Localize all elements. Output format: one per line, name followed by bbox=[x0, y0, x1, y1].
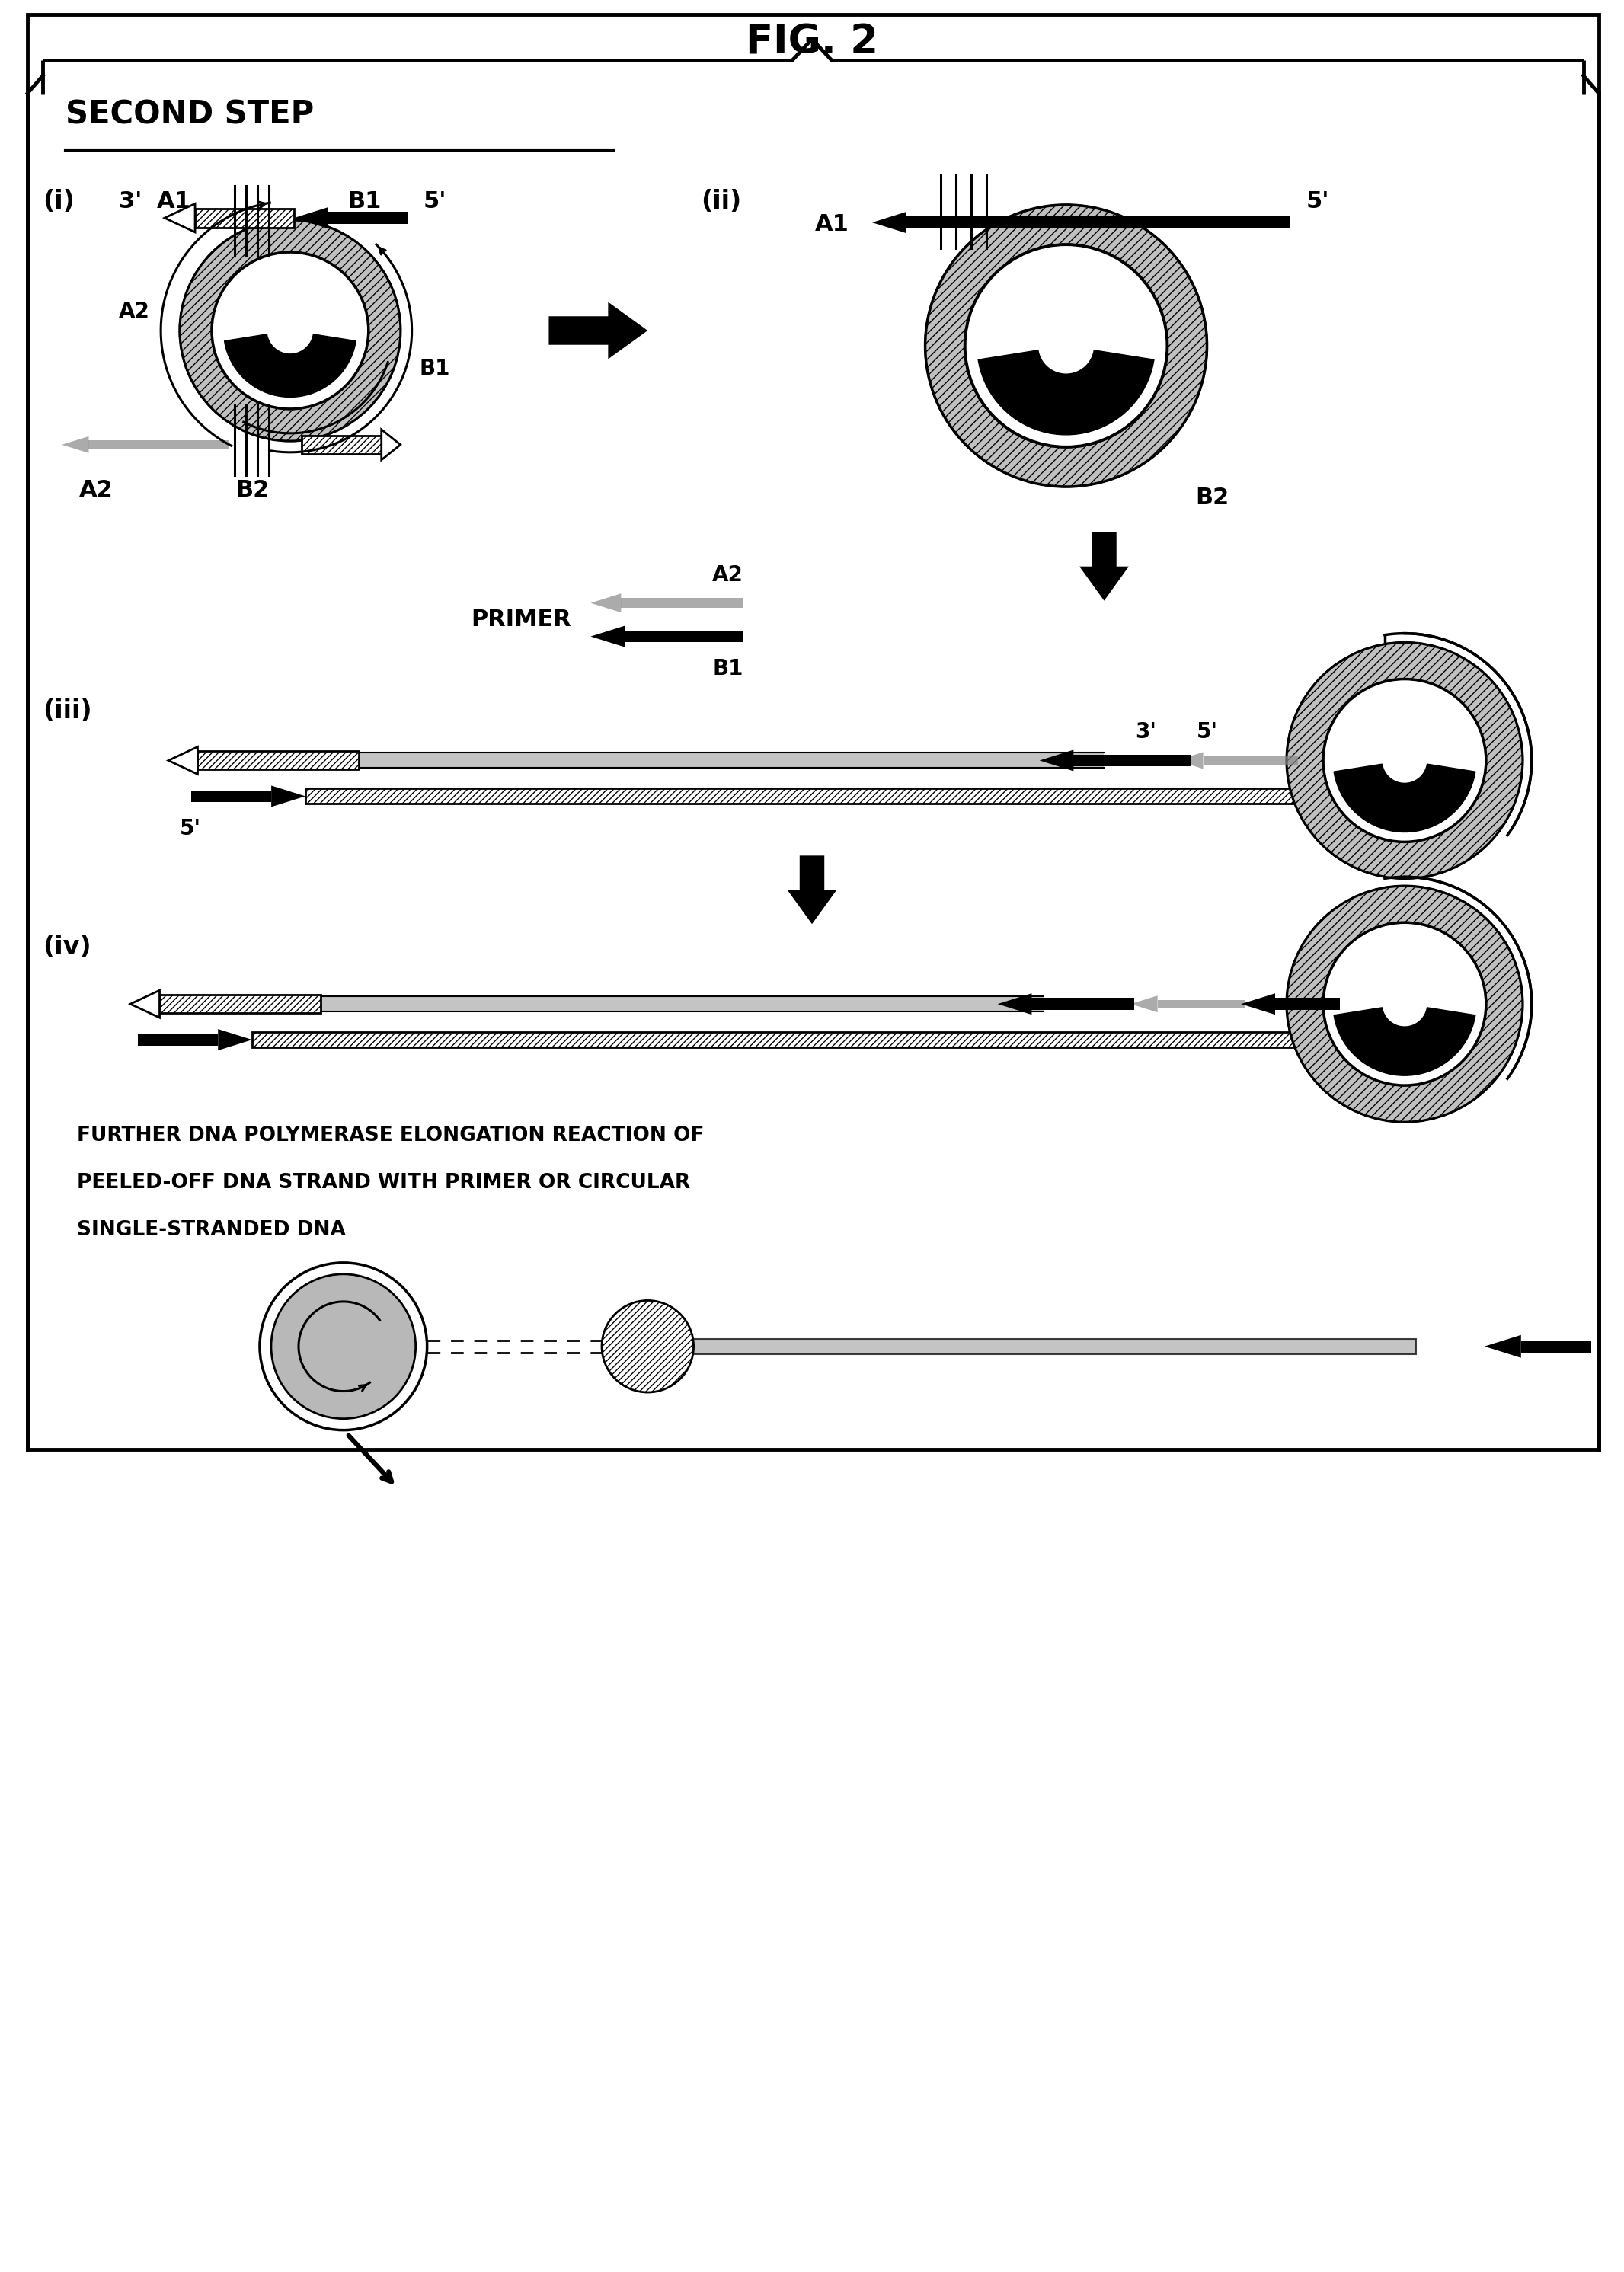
Bar bbox=[302, 436, 382, 454]
Circle shape bbox=[965, 245, 1168, 448]
Text: A1: A1 bbox=[815, 214, 849, 234]
Text: SECOND STEP: SECOND STEP bbox=[65, 98, 313, 130]
Bar bbox=[198, 752, 359, 770]
Bar bbox=[89, 441, 229, 450]
Bar bbox=[320, 997, 1043, 1011]
Wedge shape bbox=[926, 204, 1207, 486]
Circle shape bbox=[1324, 679, 1486, 843]
Bar bbox=[1522, 1340, 1592, 1352]
Bar bbox=[195, 209, 294, 227]
Text: 5': 5' bbox=[1306, 191, 1328, 211]
Bar bbox=[1158, 1000, 1246, 1009]
Text: (iii): (iii) bbox=[42, 698, 93, 722]
Bar bbox=[1031, 997, 1135, 1009]
Text: 5': 5' bbox=[1197, 722, 1218, 743]
Bar bbox=[1275, 997, 1340, 1009]
Text: A2: A2 bbox=[713, 563, 744, 586]
Bar bbox=[328, 211, 408, 223]
Bar bbox=[138, 1034, 218, 1045]
Circle shape bbox=[211, 252, 369, 409]
Circle shape bbox=[271, 1275, 416, 1418]
Polygon shape bbox=[1333, 763, 1475, 832]
Polygon shape bbox=[591, 625, 625, 648]
Bar bbox=[252, 1031, 1354, 1047]
Text: 3': 3' bbox=[1379, 732, 1397, 750]
Text: (ii): (ii) bbox=[702, 189, 742, 214]
Bar bbox=[192, 791, 271, 802]
Wedge shape bbox=[1286, 643, 1523, 879]
Text: B1: B1 bbox=[419, 359, 450, 379]
Text: PEELED-OFF DNA STRAND WITH PRIMER OR CIRCULAR: PEELED-OFF DNA STRAND WITH PRIMER OR CIR… bbox=[76, 1172, 690, 1193]
Bar bbox=[906, 216, 1291, 229]
Polygon shape bbox=[169, 747, 198, 775]
Polygon shape bbox=[549, 302, 648, 359]
Text: (iv): (iv) bbox=[42, 934, 91, 959]
Polygon shape bbox=[62, 436, 89, 452]
Text: B2: B2 bbox=[1195, 486, 1229, 509]
Polygon shape bbox=[1333, 1006, 1475, 1075]
Text: FURTHER DNA POLYMERASE ELONGATION REACTION OF: FURTHER DNA POLYMERASE ELONGATION REACTI… bbox=[76, 1125, 705, 1145]
Bar bbox=[359, 752, 1104, 768]
Text: FIG. 2: FIG. 2 bbox=[745, 23, 879, 61]
Bar bbox=[620, 598, 742, 607]
Polygon shape bbox=[872, 211, 906, 234]
Text: 5': 5' bbox=[424, 191, 447, 211]
Polygon shape bbox=[1080, 532, 1129, 600]
Circle shape bbox=[1324, 922, 1486, 1086]
Text: B2: B2 bbox=[235, 479, 270, 502]
Polygon shape bbox=[997, 993, 1031, 1016]
Text: A1: A1 bbox=[158, 191, 192, 211]
Wedge shape bbox=[1286, 886, 1523, 1122]
Text: B1: B1 bbox=[713, 659, 744, 679]
Text: PRIMER: PRIMER bbox=[471, 609, 572, 632]
Text: (i): (i) bbox=[42, 189, 75, 214]
Bar bbox=[1073, 754, 1192, 766]
Polygon shape bbox=[788, 857, 836, 925]
Bar bbox=[1337, 1000, 1363, 1009]
Text: B1: B1 bbox=[348, 191, 382, 211]
Polygon shape bbox=[1176, 752, 1203, 768]
Polygon shape bbox=[164, 204, 195, 232]
Wedge shape bbox=[180, 220, 401, 441]
Polygon shape bbox=[294, 207, 328, 229]
Polygon shape bbox=[218, 1029, 252, 1050]
Text: A2: A2 bbox=[80, 479, 114, 502]
Text: 5': 5' bbox=[180, 818, 201, 841]
Polygon shape bbox=[591, 593, 620, 613]
Polygon shape bbox=[978, 350, 1155, 434]
Polygon shape bbox=[1130, 995, 1158, 1013]
Polygon shape bbox=[224, 334, 356, 398]
Bar bbox=[28, 14, 1598, 1450]
Polygon shape bbox=[1241, 993, 1275, 1016]
Text: 3': 3' bbox=[119, 191, 141, 211]
Polygon shape bbox=[1484, 1336, 1522, 1359]
Bar bbox=[693, 1338, 1416, 1354]
Bar bbox=[305, 788, 1371, 804]
Wedge shape bbox=[603, 1302, 693, 1393]
Circle shape bbox=[603, 1302, 693, 1393]
Bar bbox=[625, 632, 742, 643]
Text: SINGLE-STRANDED DNA: SINGLE-STRANDED DNA bbox=[76, 1220, 346, 1241]
Polygon shape bbox=[382, 429, 401, 459]
Text: 3': 3' bbox=[1135, 722, 1156, 743]
Bar bbox=[1203, 757, 1298, 766]
Polygon shape bbox=[271, 786, 305, 807]
Text: A2: A2 bbox=[119, 300, 149, 323]
Polygon shape bbox=[1039, 750, 1073, 770]
Polygon shape bbox=[1309, 995, 1337, 1013]
Bar bbox=[159, 995, 320, 1013]
Polygon shape bbox=[130, 991, 159, 1018]
